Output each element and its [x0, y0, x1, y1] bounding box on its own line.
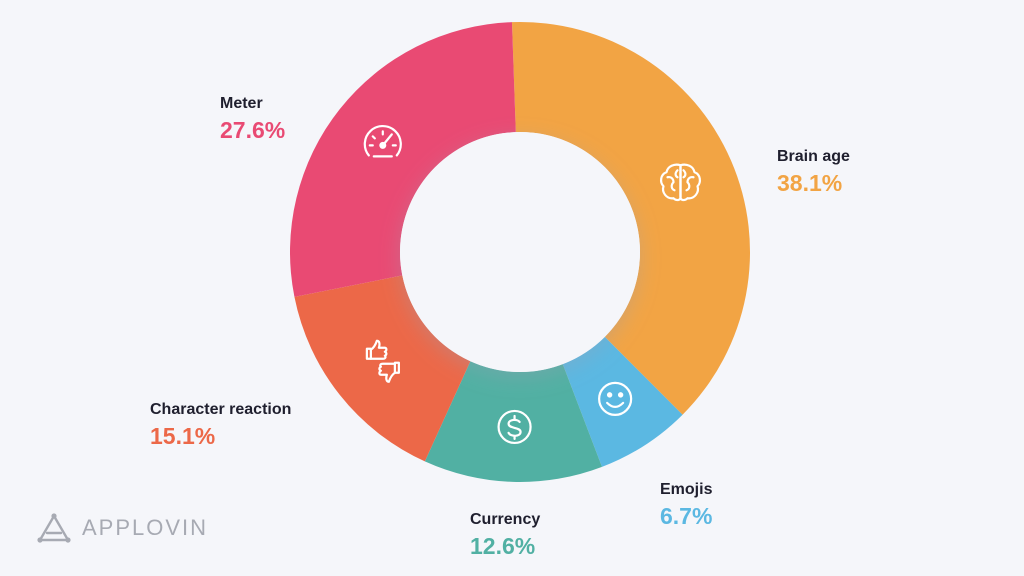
- brain-icon: [660, 163, 701, 202]
- applovin-triangle-icon: [37, 513, 71, 543]
- label-currency: Currency 12.6%: [470, 509, 540, 561]
- label-currency-name: Currency: [470, 511, 541, 528]
- donut-hole: [400, 132, 640, 372]
- label-character-reaction-pct: 15.1%: [150, 423, 216, 449]
- dollar-coin-icon: [497, 409, 532, 445]
- slice-character-reaction: [294, 275, 471, 462]
- label-currency-pct: 12.6%: [470, 533, 536, 559]
- applovin-logo: APPLOVIN: [36, 512, 208, 544]
- label-emojis-name: Emojis: [660, 481, 713, 498]
- label-meter-name: Meter: [220, 95, 263, 112]
- logo-text: APPLOVIN: [82, 515, 209, 540]
- label-character-reaction-name: Character reaction: [150, 401, 292, 418]
- label-brain-age: Brain age 38.1%: [777, 146, 850, 198]
- slice-currency: [424, 361, 602, 483]
- label-meter: Meter 27.6%: [220, 93, 285, 145]
- label-brain-age-name: Brain age: [777, 148, 850, 165]
- label-meter-pct: 27.6%: [220, 117, 286, 143]
- slice-brain-age: [511, 22, 750, 415]
- label-character-reaction: Character reaction 15.1%: [150, 399, 291, 451]
- label-brain-age-pct: 38.1%: [777, 170, 843, 196]
- thumbs-up-down-icon: [365, 339, 400, 383]
- smiley-icon: [598, 381, 633, 416]
- slice-meter: [290, 22, 516, 297]
- label-emojis: Emojis 6.7%: [660, 479, 712, 531]
- speedometer-icon: [363, 125, 402, 158]
- label-emojis-pct: 6.7%: [660, 503, 713, 529]
